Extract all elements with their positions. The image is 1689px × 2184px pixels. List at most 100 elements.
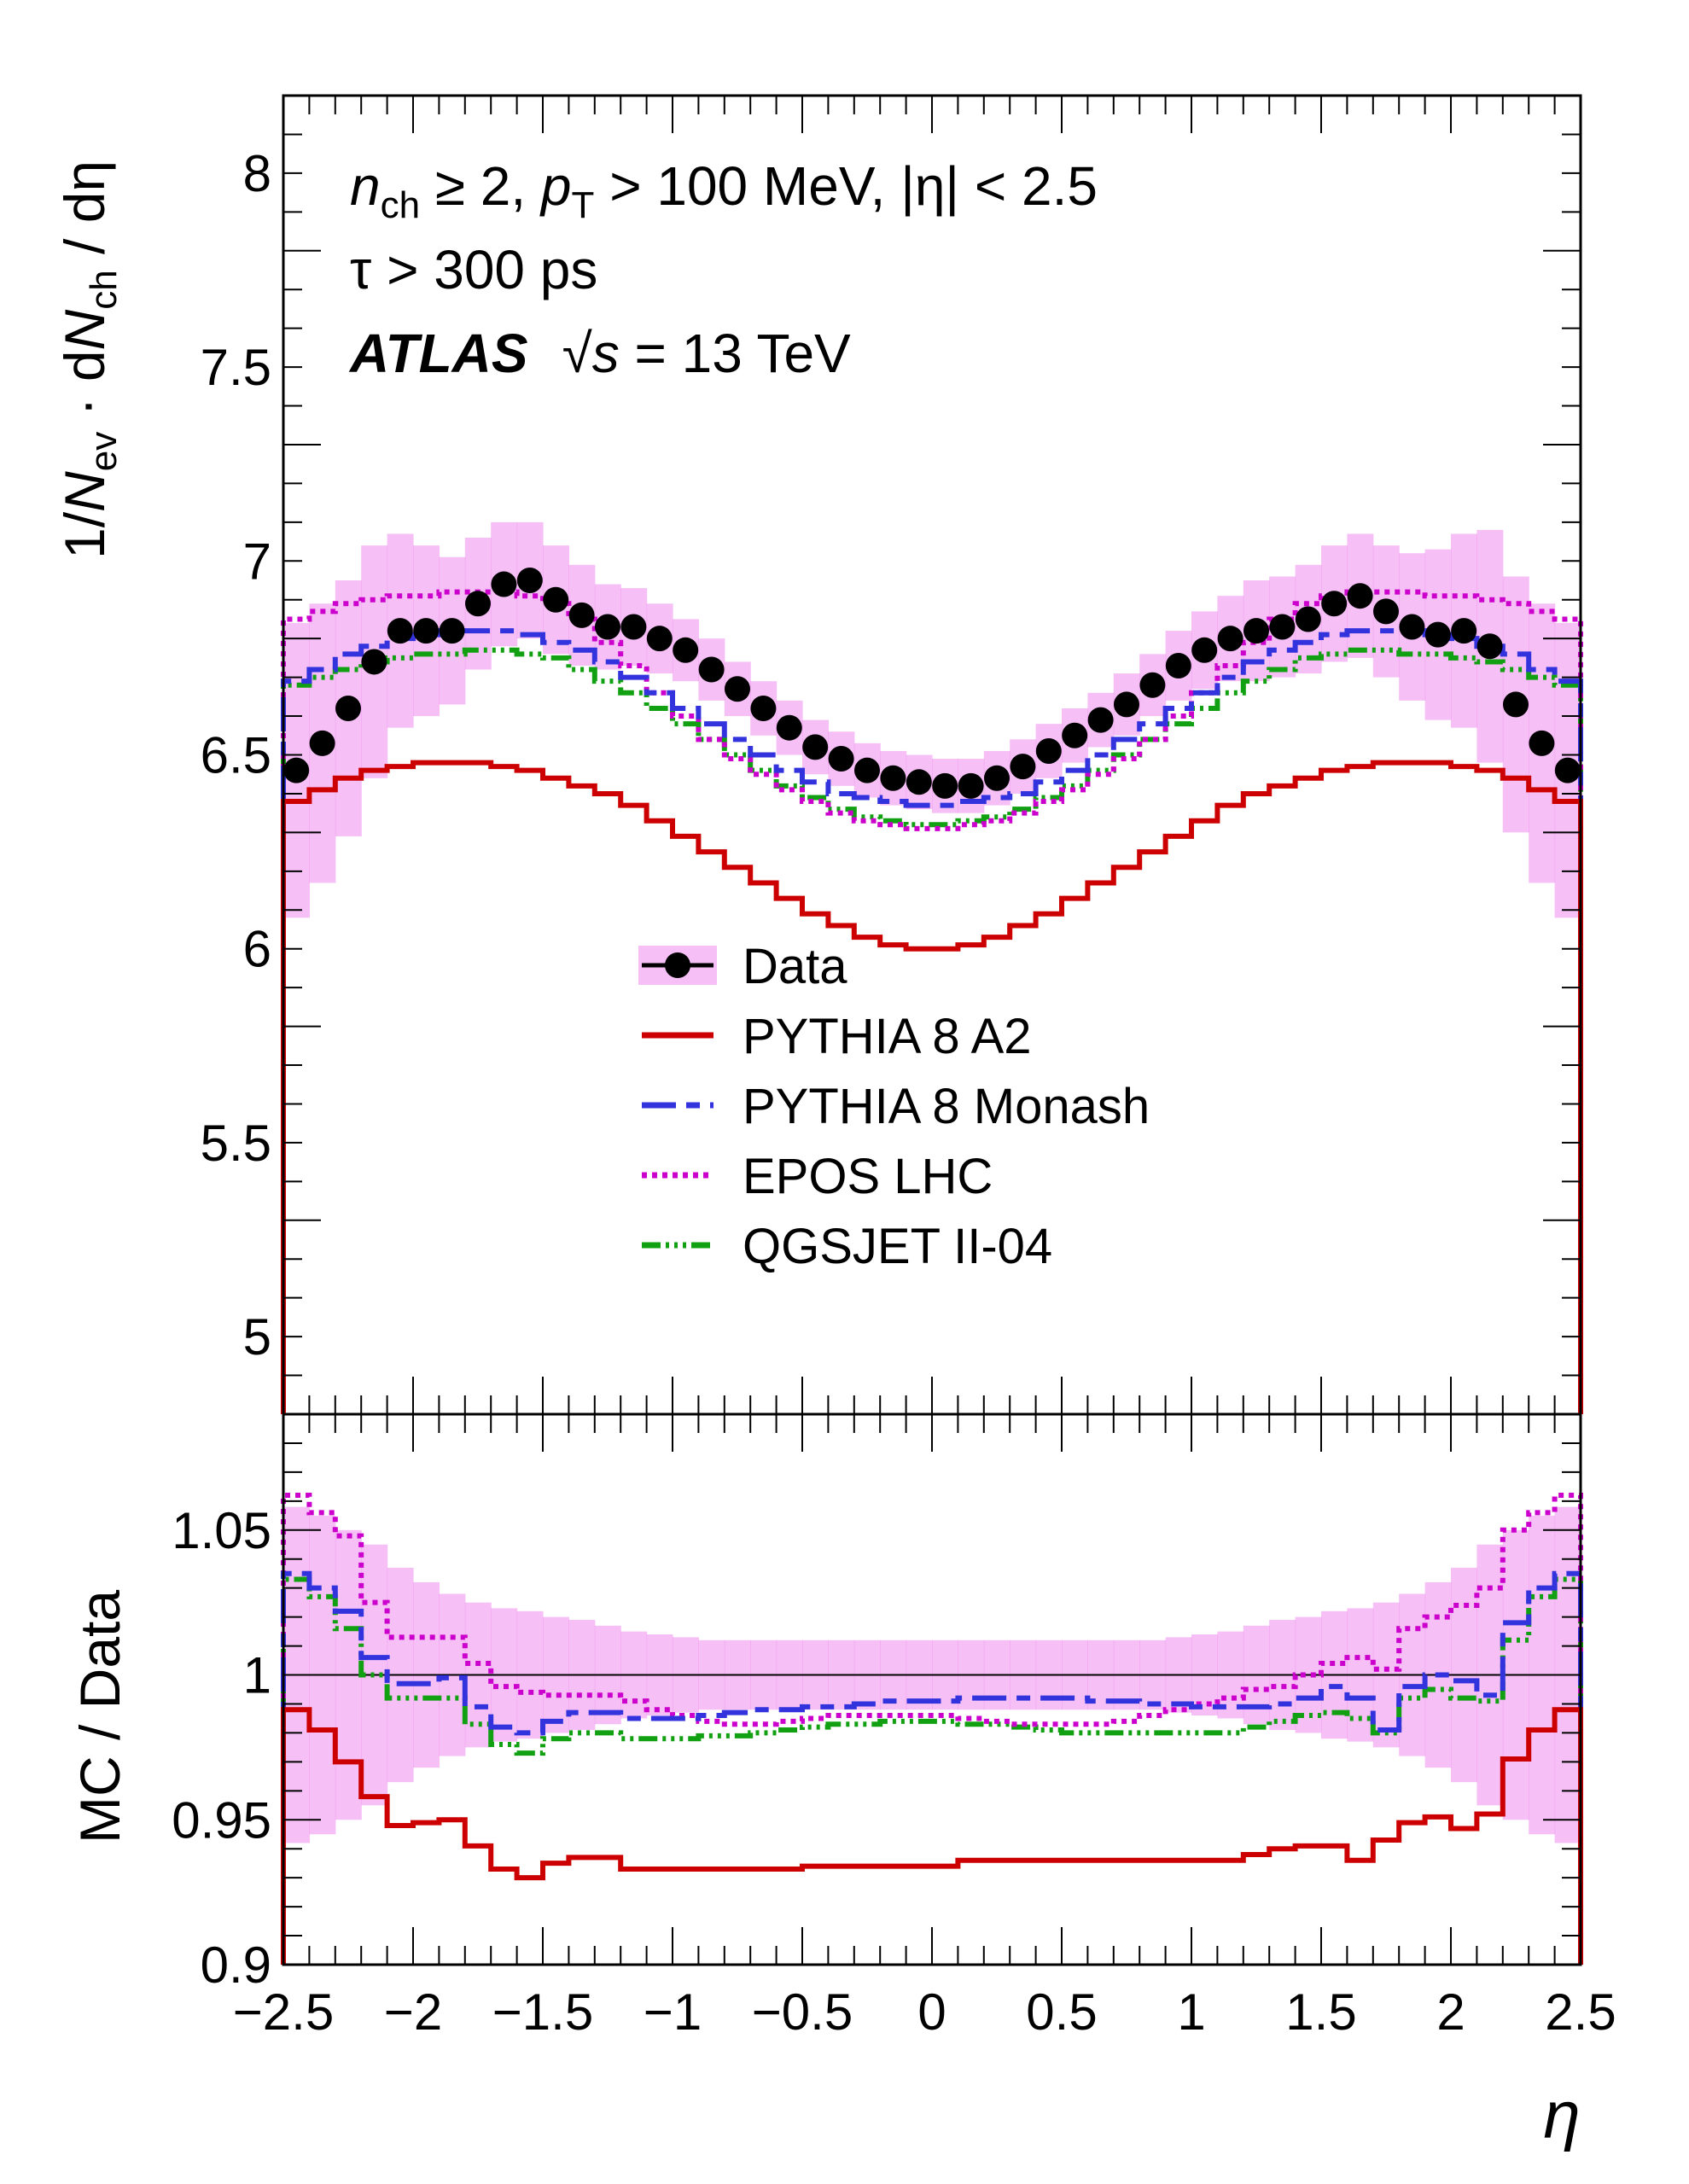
x-tick-label: 0 — [917, 1983, 946, 2041]
data-point — [958, 772, 984, 799]
main-data-points — [283, 568, 1581, 799]
x-tick-label: 2.5 — [1545, 1983, 1616, 2041]
data-point — [335, 695, 361, 721]
data-point — [1139, 672, 1166, 698]
main-data-uncertainty-band — [283, 521, 1581, 918]
main-y-tick-labels: 5 5.5 6 6.5 7 7.5 8 — [201, 145, 271, 1366]
data-point — [1399, 614, 1425, 640]
main-line-qgsjet — [281, 647, 1583, 1414]
data-point — [1217, 626, 1243, 652]
annotation-cuts: nch ≥ 2, pT > 100 MeV, |η| < 2.5 — [350, 155, 1098, 226]
data-point — [854, 757, 880, 783]
data-point — [283, 757, 310, 783]
x-tick-label: 1.5 — [1285, 1983, 1356, 2041]
x-tick-label: 1 — [1177, 1983, 1205, 2041]
legend-entry-data: Data — [638, 939, 847, 994]
data-point — [673, 637, 699, 663]
data-point — [725, 676, 750, 702]
data-point — [1424, 621, 1451, 648]
x-tick-label: −0.5 — [752, 1983, 853, 2041]
ratio-y-tick-labels: 0.9 0.95 1 1.05 — [172, 1502, 271, 1994]
ratio-series-lines — [281, 1493, 1583, 1965]
legend: Data PYTHIA 8 A2 PYTHIA 8 Monash EPOS LH… — [638, 939, 1150, 1274]
data-point — [828, 746, 854, 772]
legend-entry-qgsjet: QGSJET II-04 — [642, 1219, 1052, 1274]
data-point — [1347, 583, 1373, 609]
legend-entry-pythia-monash: PYTHIA 8 Monash — [642, 1079, 1150, 1134]
data-point — [1191, 637, 1218, 663]
ratio-line-pythia-monash — [281, 1570, 1583, 1965]
data-point — [620, 614, 647, 640]
x-tick-label: 0.5 — [1026, 1983, 1097, 2041]
main-line-epos — [281, 589, 1583, 1414]
ratio-frame — [282, 1412, 1582, 1966]
data-point — [698, 656, 725, 683]
x-tick-label: −2 — [384, 1983, 442, 2041]
ratio-y-tick-label: 1.05 — [172, 1502, 271, 1559]
x-tick-label: −1 — [644, 1983, 702, 2041]
main-y-axis-title: 1/Nev · dNch / dη — [53, 160, 125, 559]
x-tick-label: −2.5 — [233, 1983, 334, 2041]
data-point — [1554, 757, 1581, 783]
data-point — [465, 591, 491, 617]
data-point — [1295, 606, 1321, 632]
x-tick-label: 2 — [1436, 1983, 1465, 2041]
data-point — [1243, 618, 1269, 644]
data-point — [984, 765, 1010, 791]
data-point — [1087, 707, 1114, 733]
data-point — [1476, 633, 1503, 660]
data-point — [906, 769, 932, 795]
data-point — [1321, 591, 1348, 617]
main-y-tick-label: 8 — [243, 145, 271, 202]
legend-label-pythia-a2: PYTHIA 8 A2 — [743, 1009, 1032, 1064]
data-point — [1269, 614, 1296, 640]
ratio-y-tick-label: 0.95 — [172, 1791, 271, 1849]
data-point — [802, 734, 829, 760]
main-y-tick-label: 7 — [243, 533, 271, 590]
legend-label-pythia-monash: PYTHIA 8 Monash — [743, 1079, 1150, 1134]
legend-label-epos: EPOS LHC — [743, 1149, 993, 1204]
data-point — [491, 571, 517, 597]
main-line-pythia-a2 — [281, 760, 1583, 1414]
main-panel: 5 5.5 6 6.5 7 7.5 8 — [201, 94, 1583, 1416]
main-y-tick-label: 5.5 — [201, 1115, 271, 1172]
data-point — [387, 618, 413, 644]
main-series-lines — [281, 589, 1583, 1414]
main-y-tick-label: 7.5 — [201, 339, 271, 396]
ratio-y-tick-label: 1 — [243, 1647, 271, 1704]
annotation-lifetime: τ > 300 ps — [350, 239, 597, 300]
data-point — [1114, 691, 1139, 718]
legend-label-qgsjet: QGSJET II-04 — [743, 1219, 1052, 1274]
x-tick-labels: −2.5 −2 −1.5 −1 −0.5 0 0.5 1 1.5 2 2.5 — [233, 1983, 1616, 2041]
ratio-y-tick-label: 0.9 — [201, 1936, 271, 1994]
main-y-tick-label: 6 — [243, 921, 271, 978]
legend-entry-pythia-a2: PYTHIA 8 A2 — [642, 1009, 1032, 1064]
data-point — [776, 714, 802, 741]
x-axis-title: η — [1543, 2077, 1580, 2152]
ratio-panel: 0.9 0.95 1 1.05 −2.5 −2 −1.5 −1 −0.5 0 0.5 1 1.5 2 2.… — [172, 1412, 1616, 2041]
data-point — [750, 695, 777, 721]
main-line-pythia-monash — [281, 628, 1583, 1414]
data-point — [309, 730, 335, 756]
data-point — [1062, 722, 1088, 748]
data-point — [568, 602, 595, 628]
annotation-atlas: ATLAS √s = 13 TeV — [348, 323, 851, 384]
data-point — [1035, 737, 1062, 764]
data-point — [1503, 691, 1529, 718]
legend-label-data: Data — [743, 939, 847, 994]
data-point — [1010, 754, 1036, 780]
main-y-tick-label: 6.5 — [201, 727, 271, 784]
x-tick-label: −1.5 — [492, 1983, 593, 2041]
ratio-y-axis-title: MC / Data — [68, 1590, 131, 1843]
data-point — [1529, 730, 1555, 756]
legend-data-marker — [665, 952, 690, 978]
data-point — [543, 586, 569, 613]
data-point — [932, 772, 958, 799]
data-point — [439, 618, 465, 644]
ratio-line-pythia-a2 — [281, 1707, 1583, 1965]
data-point — [1451, 618, 1477, 644]
ratio-axis-ticks — [282, 1413, 1581, 1966]
data-point — [516, 568, 543, 594]
data-point — [361, 649, 387, 675]
